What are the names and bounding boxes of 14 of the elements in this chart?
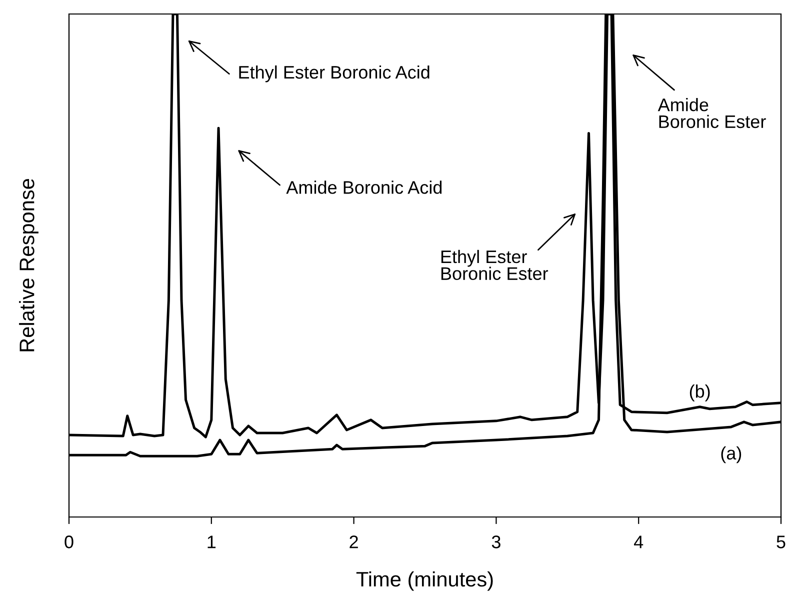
- annotation: Amide Boronic Ester: [658, 98, 766, 128]
- series-label: (a): [721, 446, 742, 464]
- x-tick-label: 3: [492, 536, 500, 548]
- y-axis-title: Relative Response: [19, 178, 38, 352]
- x-tick-label: 4: [634, 536, 644, 548]
- x-tick-label: 5: [776, 536, 786, 548]
- annotation: Ethyl Ester Boronic Acid: [239, 65, 430, 82]
- x-tick-label: 0: [64, 536, 74, 548]
- annotation: Amide Boronic Acid: [286, 180, 442, 194]
- series-label: (b): [690, 384, 710, 402]
- annotation: Ethyl Ester Boronic Ester: [441, 250, 548, 280]
- x-tick-label: 1: [208, 536, 216, 548]
- x-tick-label: 2: [350, 536, 358, 548]
- x-axis-title: Time (minutes): [356, 571, 493, 591]
